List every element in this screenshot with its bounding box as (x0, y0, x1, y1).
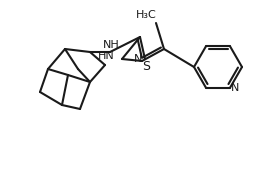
Text: S: S (142, 60, 150, 72)
Text: H₃C: H₃C (136, 10, 156, 20)
Text: N: N (134, 54, 142, 64)
Text: NH: NH (103, 40, 119, 50)
Text: N: N (231, 83, 239, 93)
Text: HN: HN (98, 51, 115, 61)
